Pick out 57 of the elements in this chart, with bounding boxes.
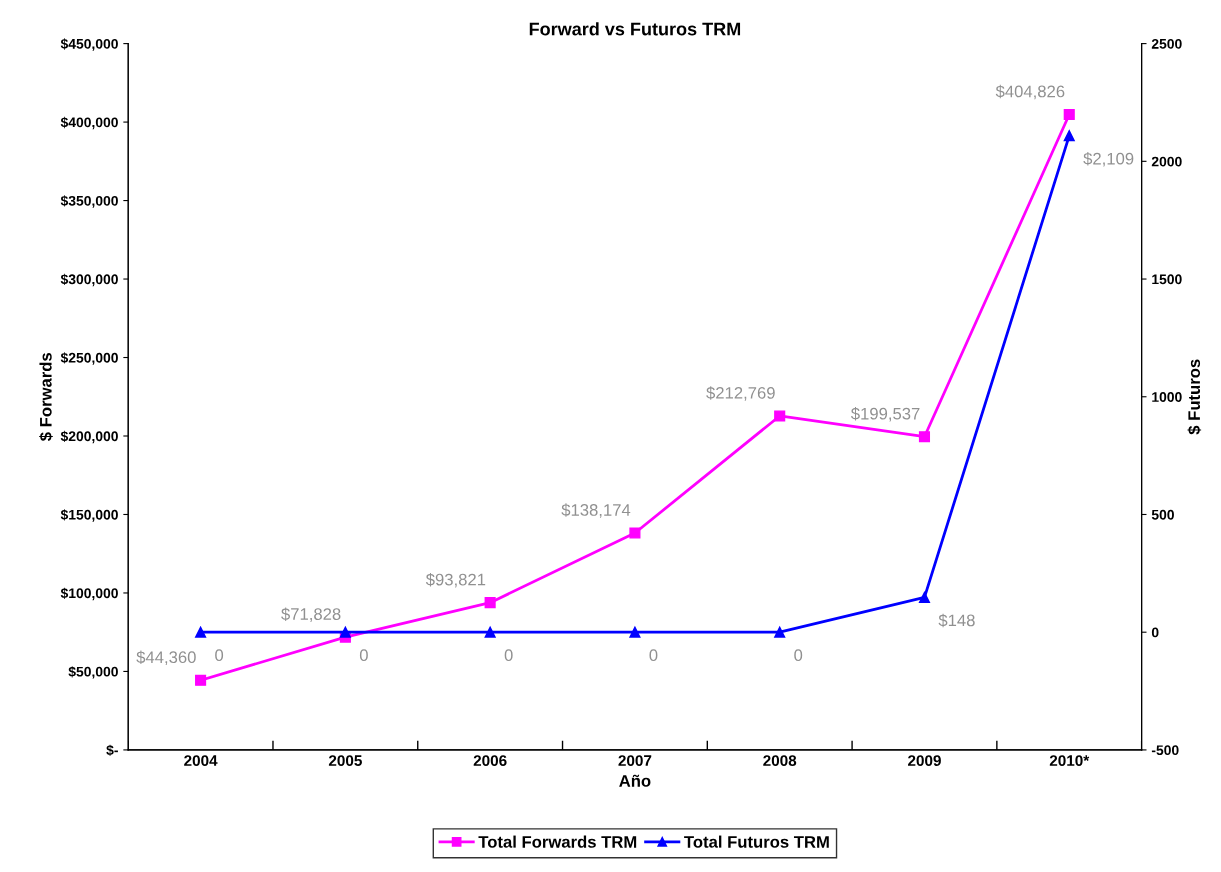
y-tick-label: $400,000 (60, 116, 118, 130)
y-tick-label: $300,000 (60, 273, 118, 287)
x-tick-label: 2010* (1049, 755, 1090, 766)
point (774, 626, 786, 638)
data-label: 0 (794, 649, 803, 662)
legend-label: Total Forwards TRM (478, 835, 637, 848)
y-tick-label: $- (106, 744, 118, 756)
data-label: $199,537 (850, 407, 920, 422)
point (629, 626, 641, 638)
point (774, 410, 786, 422)
point (195, 626, 207, 638)
y-tick-label: $200,000 (60, 430, 118, 444)
y2-axis-title: $ Futuros (1187, 359, 1202, 435)
data-label: $2,109 (1083, 152, 1134, 167)
legend-label: Total Futuros TRM (684, 835, 829, 848)
x-tick-label: 2004 (184, 755, 218, 766)
data-label: 0 (215, 649, 224, 662)
y2-tick-label: 0 (1151, 627, 1159, 638)
y2-tick-label: 1500 (1152, 274, 1182, 285)
point (484, 626, 496, 638)
point (1063, 108, 1075, 121)
data-label: $138,174 (561, 503, 631, 518)
y2-tick-label: 1000 (1152, 392, 1182, 402)
y-tick-label: $350,000 (60, 195, 118, 208)
x-tick-label: 2007 (618, 755, 652, 766)
x-axis-title: Año (619, 774, 651, 787)
y2-tick-label: 500 (1151, 509, 1174, 520)
y2-tick-label: -500 (1151, 745, 1179, 756)
y-tick-label: $150,000 (60, 509, 118, 522)
x-tick-label: 2006 (473, 755, 507, 766)
point (484, 597, 496, 609)
data-label: $71,828 (281, 607, 341, 622)
y2-tick-label: 2000 (1151, 156, 1182, 167)
data-label: 0 (359, 649, 368, 662)
point (339, 626, 351, 638)
y2-tick-label: 2500 (1151, 38, 1182, 49)
chart-title: Forward vs Futuros TRM (529, 22, 741, 36)
point (918, 591, 931, 603)
point (1063, 130, 1075, 142)
x-tick-label: 2005 (328, 755, 362, 766)
y-tick-label: $50,000 (68, 666, 118, 679)
point (629, 527, 641, 539)
data-label: $93,821 (425, 572, 486, 588)
x-tick-label: 2009 (908, 755, 941, 766)
x-tick-label: 2008 (763, 755, 797, 766)
y-tick-label: $450,000 (60, 38, 118, 51)
data-label: $44,360 (136, 650, 196, 666)
data-label: $404,826 (995, 84, 1065, 100)
y-tick-label: $100,000 (60, 587, 118, 601)
data-label: 0 (649, 649, 658, 662)
data-label: $148 (938, 613, 975, 628)
point (195, 674, 207, 686)
data-label: 0 (504, 649, 513, 662)
data-label: $212,769 (706, 386, 775, 401)
y-tick-label: $250,000 (60, 352, 118, 365)
point (918, 431, 931, 443)
y-axis-title: $ Forwards (39, 352, 53, 441)
